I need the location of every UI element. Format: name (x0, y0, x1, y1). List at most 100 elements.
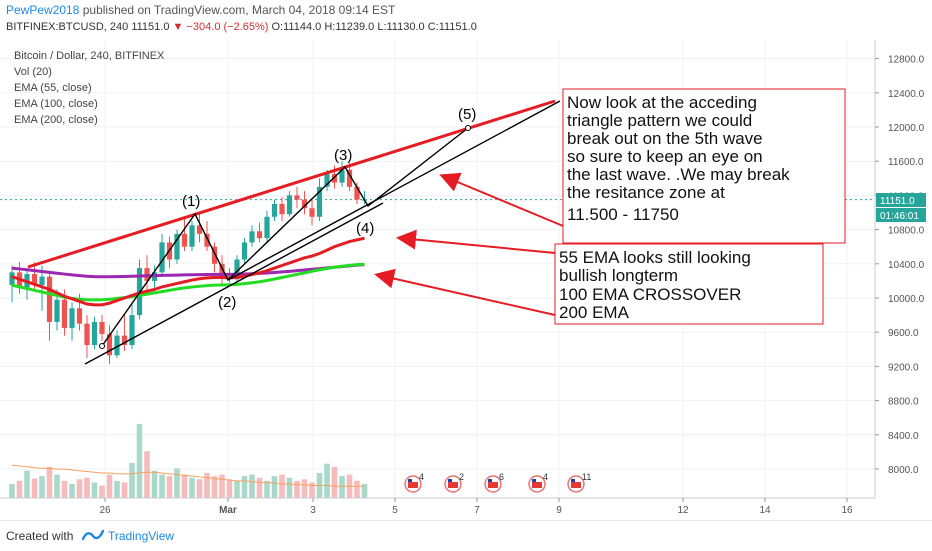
price-change: −304.0 (−2.65%) (186, 21, 269, 33)
candle-body (339, 169, 345, 183)
volume-bar (196, 479, 203, 498)
volume-bar (204, 473, 210, 498)
volume-bar (114, 480, 120, 498)
wave-label-4: (4) (356, 220, 374, 237)
arrow-to-ema200[interactable] (374, 268, 556, 316)
price-tick-label: 10400.0 (888, 260, 925, 271)
tradingview-brand[interactable]: TradingView (108, 529, 175, 543)
volume-bar (106, 474, 113, 498)
resistance-trendline[interactable] (27, 99, 556, 269)
volume-bar (339, 476, 345, 498)
price-tick-label: 9600.0 (888, 328, 919, 339)
triangle-note-line-4: so sure to keep an eye on (567, 147, 763, 166)
support-trendline-lower[interactable] (84, 202, 384, 365)
candle-body (316, 186, 323, 217)
price-axis[interactable]: 12800.012400.012000.011600.011200.010800… (874, 40, 925, 498)
last-price-marker: 11151.0 01:46:01 (876, 193, 926, 222)
arrow-to-ema55[interactable] (396, 229, 556, 254)
publish-text: published on TradingView.com, March 04, … (82, 3, 396, 17)
event-badge-flag-canton (571, 479, 575, 482)
volume-bar (354, 480, 360, 498)
time-axis[interactable]: 26 Mar 3 5 7 9 12 14 16 (0, 497, 875, 516)
low-value: L:11130.0 (377, 21, 425, 33)
triangle-note-line-1: Now look at the acceding (567, 93, 757, 112)
price-tick-label: 12400.0 (888, 89, 925, 100)
close-value: C:11151.0 (427, 21, 477, 33)
chart-header: PewPew2018 published on TradingView.com,… (0, 0, 932, 40)
publish-line: PewPew2018 published on TradingView.com,… (6, 3, 395, 17)
legend-symbol[interactable]: Bitcoin / Dollar, 240, BITFINEX (14, 50, 165, 62)
volume-bar (226, 479, 233, 498)
volume-bar (286, 477, 293, 498)
ema-note-line-4: 200 EMA (559, 303, 630, 322)
legend-volume[interactable]: Vol (20) (14, 66, 52, 78)
volume-bar (99, 485, 105, 498)
candle-body (159, 242, 165, 273)
event-badge-flag (571, 482, 581, 488)
high-value: H:11239.0 (324, 21, 375, 33)
volume-bar (241, 476, 248, 498)
trendlines (27, 99, 561, 365)
event-badge-count: 11 (582, 472, 591, 482)
price-tick-label: 10800.0 (888, 226, 925, 237)
volume-bar (309, 482, 315, 498)
candle-body (234, 259, 240, 280)
candle-body (76, 308, 83, 324)
time-tick-label: 26 (99, 505, 111, 516)
ema-note-line-3: 100 EMA CROSSOVER (559, 285, 741, 304)
candle-body (241, 242, 248, 260)
triangle-note[interactable]: Now look at the acceding triangle patter… (562, 88, 846, 244)
ema100-line (11, 263, 365, 279)
ema55-line (11, 236, 365, 307)
candle-body (181, 233, 188, 247)
down-arrow-icon: ▼ (172, 21, 184, 33)
author-link[interactable]: PewPew2018 (6, 3, 80, 17)
volume-bar (136, 423, 143, 498)
volume-bar (219, 474, 225, 498)
time-tick-label: 16 (841, 505, 853, 516)
legend-ema100[interactable]: EMA (100, close) (14, 98, 98, 110)
symbol-name: BITFINEX:BTCUSD, 240 (6, 21, 129, 33)
event-badge-count: 4 (419, 472, 424, 482)
price-tick-label: 12800.0 (888, 55, 925, 66)
wave-path[interactable] (101, 127, 469, 347)
arrow-to-resistance[interactable] (439, 172, 569, 229)
volume-bar (279, 474, 285, 498)
volume-ma-line (11, 464, 365, 487)
chart-area[interactable]: (1) (2) (3) (4) (5) Now look at the acce… (0, 40, 932, 520)
volume-bar (129, 462, 135, 498)
candle-body (196, 225, 203, 234)
tradingview-logo-icon[interactable] (82, 528, 104, 542)
candle-body (91, 321, 98, 346)
triangle-note-line-7: 11.500 - 11750 (567, 205, 679, 224)
annotation-arrows (374, 172, 569, 316)
volume-bar (144, 451, 150, 498)
event-badge-count: 6 (499, 472, 504, 482)
legend-ema55[interactable]: EMA (55, close) (14, 82, 92, 94)
volume-bar (211, 476, 218, 498)
footer: Created with TradingView (0, 520, 932, 551)
volume-bar (264, 480, 270, 498)
volume-bar (174, 468, 180, 498)
countdown-tag-text: 01:46:01 (880, 211, 919, 222)
wave-label-3: (3) (334, 147, 352, 164)
price-tick-label: 8800.0 (888, 397, 919, 408)
countdown-tag (876, 208, 926, 222)
ema-note-line-1: 55 EMA looks still looking (559, 248, 751, 267)
volume-bar (16, 480, 23, 498)
price-tick-label: 10000.0 (888, 294, 925, 305)
candle-body (99, 321, 105, 334)
candle-body (249, 231, 255, 243)
volume-bar (69, 483, 75, 498)
price-chart[interactable]: (1) (2) (3) (4) (5) Now look at the acce… (0, 40, 932, 520)
support-trendline-upper[interactable] (227, 100, 561, 281)
candle-body (174, 233, 180, 260)
event-badge-flag-canton (448, 479, 452, 482)
last-price: 11151.0 (131, 21, 170, 33)
ema-note[interactable]: 55 EMA looks still looking bullish longt… (554, 243, 824, 325)
candle-body (54, 299, 60, 322)
event-badge-count: 2 (459, 472, 464, 482)
legend-ema200[interactable]: EMA (200, close) (14, 114, 98, 126)
candle-body (204, 233, 210, 247)
last-price-tag-text: 11151.0 (880, 196, 915, 207)
